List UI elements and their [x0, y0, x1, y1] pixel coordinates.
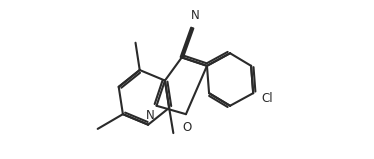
Text: Cl: Cl: [261, 92, 273, 105]
Text: N: N: [191, 9, 200, 22]
Text: N: N: [146, 109, 154, 122]
Text: O: O: [183, 121, 191, 134]
